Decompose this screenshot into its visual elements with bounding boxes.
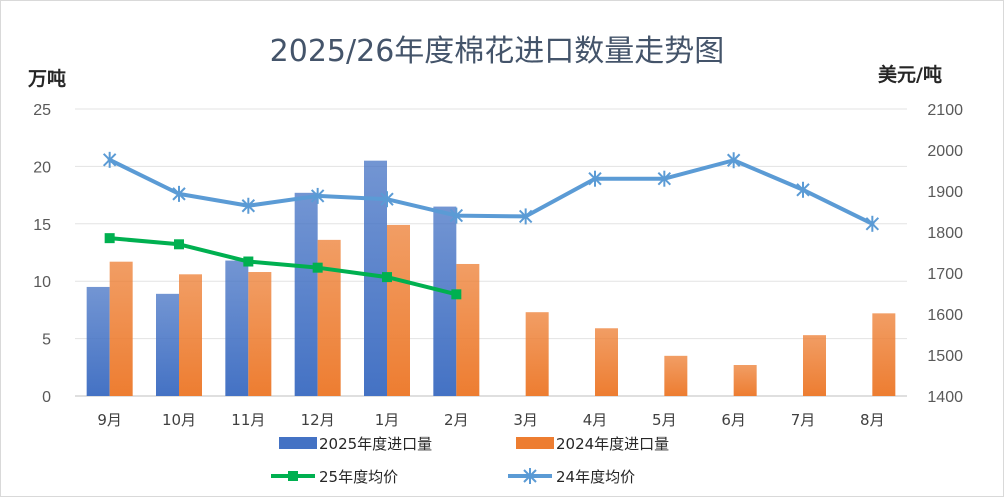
bar bbox=[86, 286, 110, 396]
bar bbox=[387, 224, 410, 396]
line-marker bbox=[172, 185, 186, 202]
right-tick-label: 2100 bbox=[927, 102, 963, 119]
category-label: 4月 bbox=[583, 411, 608, 429]
series-line bbox=[107, 236, 459, 297]
bar bbox=[179, 274, 202, 396]
bar bbox=[294, 192, 318, 396]
line-marker bbox=[382, 272, 392, 283]
left-tick-label: 10 bbox=[33, 274, 51, 291]
legend-marker bbox=[523, 468, 537, 484]
line-marker bbox=[518, 208, 533, 225]
right-tick-label: 1600 bbox=[927, 307, 963, 324]
gridlines bbox=[75, 108, 907, 397]
line-marker bbox=[174, 239, 184, 250]
bar bbox=[317, 239, 341, 396]
line-marker bbox=[380, 191, 394, 208]
bar bbox=[364, 160, 387, 396]
line-marker bbox=[104, 233, 115, 244]
bar bbox=[525, 312, 549, 396]
bar bbox=[433, 206, 457, 396]
chart-title: 2025/26年度棉花进口数量走势图 bbox=[270, 34, 725, 69]
left-tick-labels: 0 5 10 15 20 25 bbox=[33, 102, 51, 406]
left-tick-label: 0 bbox=[42, 389, 51, 406]
category-label: 10月 bbox=[162, 411, 196, 429]
bar bbox=[803, 335, 826, 396]
bar bbox=[456, 263, 480, 396]
category-label: 5月 bbox=[652, 411, 677, 429]
right-tick-label: 2000 bbox=[927, 143, 963, 160]
category-label: 6月 bbox=[721, 411, 746, 429]
bar bbox=[664, 355, 688, 396]
line-marker bbox=[310, 187, 325, 204]
category-label: 2月 bbox=[444, 411, 469, 429]
line-marker bbox=[657, 170, 672, 187]
legend-marker bbox=[288, 471, 298, 481]
category-labels: 9月 10月 11月 12月 1月 2月 3月 4月 5月 6月 7月 8月 bbox=[97, 411, 884, 429]
bar bbox=[733, 365, 757, 396]
left-tick-label: 20 bbox=[33, 159, 51, 176]
legend-swatch bbox=[516, 437, 554, 449]
left-tick-label: 15 bbox=[33, 217, 51, 234]
line-marker bbox=[726, 152, 741, 169]
legend-label: 2025年度进口量 bbox=[319, 435, 432, 453]
line-marker bbox=[243, 256, 254, 267]
right-tick-labels: 1400 1500 1600 1700 1800 1900 2000 2100 bbox=[927, 102, 963, 406]
left-tick-label: 25 bbox=[33, 102, 51, 119]
legend-item: 2024年度进口量 bbox=[516, 435, 669, 453]
category-label: 7月 bbox=[791, 411, 816, 429]
line-marker bbox=[451, 289, 462, 300]
category-label: 11月 bbox=[231, 411, 265, 429]
bar bbox=[156, 293, 179, 396]
legend-item: 2025年度进口量 bbox=[279, 435, 432, 453]
bar bbox=[109, 261, 133, 396]
line-marker bbox=[241, 197, 256, 214]
line-marker bbox=[588, 170, 602, 187]
line-marker bbox=[312, 262, 323, 273]
legend: 2025年度进口量 2024年度进口量 25年度均价 24年度均价 bbox=[271, 435, 669, 486]
left-axis-unit: 万吨 bbox=[27, 67, 66, 90]
line-marker bbox=[865, 215, 880, 232]
lines bbox=[102, 151, 880, 300]
left-tick-label: 5 bbox=[42, 332, 51, 349]
line-marker bbox=[102, 151, 117, 168]
legend-item: 25年度均价 bbox=[271, 468, 398, 486]
right-tick-label: 1500 bbox=[927, 348, 963, 365]
category-label: 12月 bbox=[301, 411, 335, 429]
legend-label: 2024年度进口量 bbox=[556, 435, 669, 453]
line-marker bbox=[796, 181, 810, 198]
bars bbox=[86, 160, 896, 396]
series-line bbox=[107, 157, 875, 226]
bar bbox=[225, 260, 249, 396]
right-tick-label: 1400 bbox=[927, 389, 963, 406]
line-marker bbox=[449, 207, 464, 224]
bar bbox=[595, 328, 618, 396]
right-tick-label: 1900 bbox=[927, 184, 963, 201]
category-label: 8月 bbox=[860, 411, 885, 429]
bar bbox=[872, 313, 896, 396]
right-axis-unit: 美元/吨 bbox=[878, 63, 942, 86]
legend-label: 25年度均价 bbox=[319, 468, 398, 486]
legend-item: 24年度均价 bbox=[508, 468, 635, 486]
category-label: 9月 bbox=[97, 411, 122, 429]
right-tick-label: 1800 bbox=[927, 225, 963, 242]
right-tick-label: 1700 bbox=[927, 266, 963, 283]
bar bbox=[248, 272, 272, 396]
category-label: 1月 bbox=[375, 411, 400, 429]
category-label: 3月 bbox=[513, 411, 538, 429]
legend-label: 24年度均价 bbox=[556, 468, 635, 486]
legend-swatch bbox=[279, 437, 317, 449]
